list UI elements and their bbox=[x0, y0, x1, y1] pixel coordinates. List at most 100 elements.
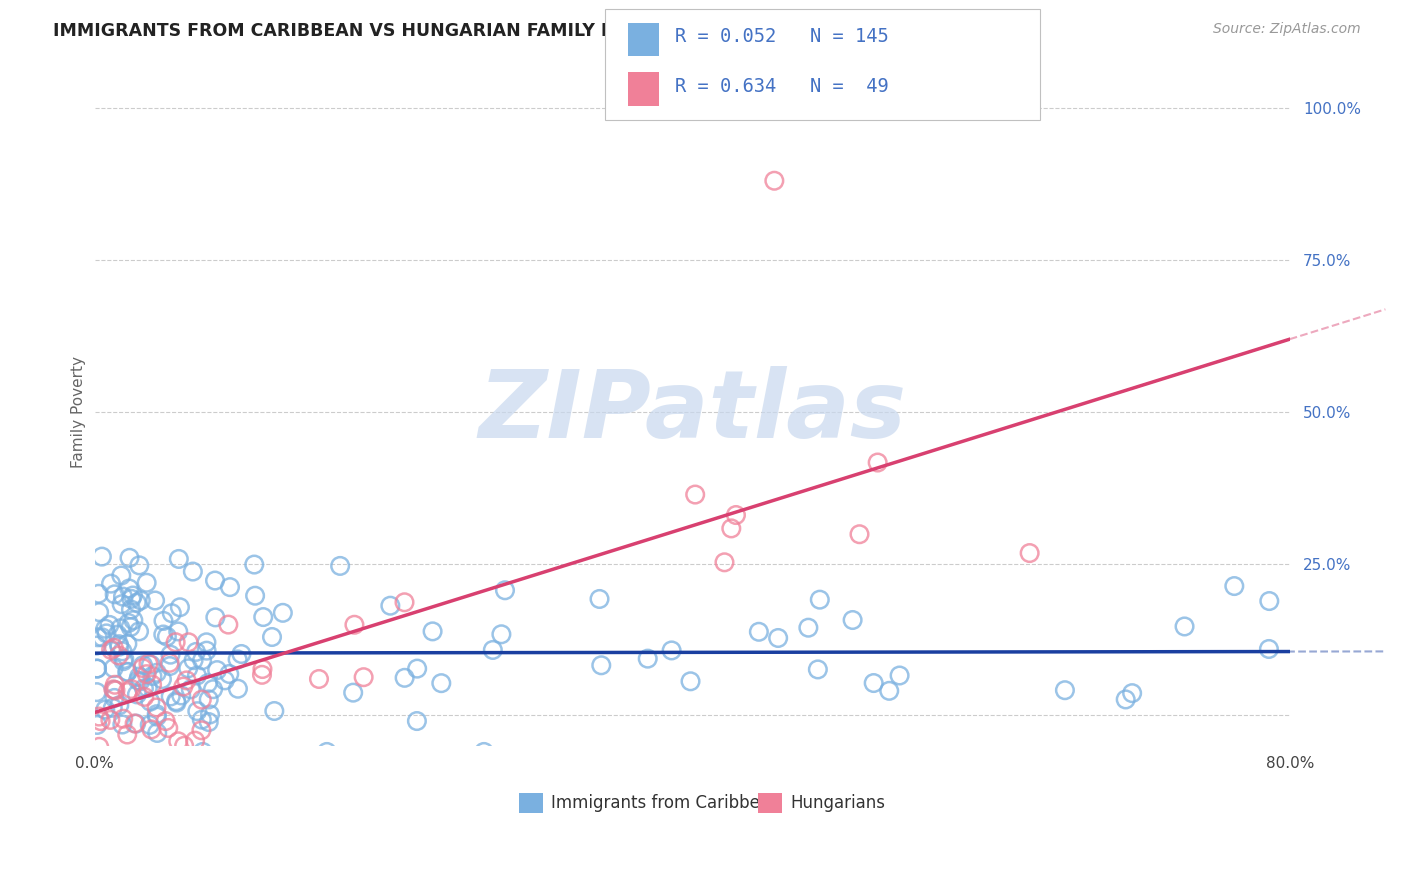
Point bbox=[173, 739, 195, 753]
Point bbox=[637, 651, 659, 665]
Point bbox=[197, 692, 219, 706]
Point bbox=[186, 668, 208, 682]
Point bbox=[156, 630, 179, 644]
Point bbox=[1115, 692, 1137, 706]
Point bbox=[86, 661, 108, 675]
Point bbox=[145, 707, 167, 722]
Point bbox=[120, 681, 142, 696]
Point bbox=[111, 590, 134, 604]
Point bbox=[198, 707, 221, 722]
Point bbox=[1258, 642, 1281, 657]
Point bbox=[122, 613, 145, 627]
Point bbox=[195, 643, 218, 657]
Point bbox=[315, 745, 337, 759]
Point bbox=[380, 599, 402, 613]
Point bbox=[107, 628, 129, 642]
Point bbox=[167, 624, 190, 639]
Point bbox=[128, 624, 150, 639]
Point bbox=[177, 661, 200, 675]
Point bbox=[100, 643, 122, 657]
Point bbox=[217, 617, 239, 632]
Point bbox=[1053, 683, 1076, 698]
Point bbox=[89, 739, 111, 754]
Point bbox=[406, 662, 429, 676]
Point bbox=[155, 714, 177, 728]
Point bbox=[219, 580, 242, 594]
Point bbox=[183, 653, 205, 667]
Point bbox=[143, 593, 166, 607]
Text: Immigrants from Caribbean: Immigrants from Caribbean bbox=[551, 794, 780, 812]
Point bbox=[190, 723, 212, 738]
Point bbox=[86, 718, 108, 732]
Point bbox=[110, 621, 132, 635]
Point bbox=[720, 521, 742, 535]
Text: IMMIGRANTS FROM CARIBBEAN VS HUNGARIAN FAMILY POVERTY CORRELATION CHART: IMMIGRANTS FROM CARIBBEAN VS HUNGARIAN F… bbox=[53, 22, 905, 40]
Point bbox=[866, 456, 889, 470]
Point bbox=[111, 644, 134, 658]
Y-axis label: Family Poverty: Family Poverty bbox=[72, 356, 86, 467]
Point bbox=[118, 550, 141, 565]
Point bbox=[1121, 686, 1143, 700]
Point bbox=[103, 640, 125, 655]
Point bbox=[184, 733, 207, 747]
Point bbox=[107, 648, 129, 663]
Point bbox=[191, 653, 214, 667]
Point bbox=[135, 667, 157, 681]
Text: R = 0.634   N =  49: R = 0.634 N = 49 bbox=[675, 77, 889, 95]
Point bbox=[89, 605, 111, 619]
Point bbox=[204, 610, 226, 624]
Point bbox=[394, 595, 416, 609]
Text: Hungarians: Hungarians bbox=[790, 794, 886, 812]
Point bbox=[117, 685, 139, 699]
Point bbox=[202, 682, 225, 697]
Point bbox=[117, 615, 139, 630]
Point bbox=[482, 643, 505, 657]
Point bbox=[86, 630, 108, 644]
Point bbox=[170, 689, 193, 703]
Point bbox=[131, 661, 153, 675]
Text: R = 0.052   N = 145: R = 0.052 N = 145 bbox=[675, 28, 889, 46]
Point bbox=[343, 617, 366, 632]
Point bbox=[101, 701, 124, 715]
Point bbox=[118, 582, 141, 596]
Point bbox=[103, 661, 125, 675]
Point bbox=[141, 669, 163, 683]
Point bbox=[122, 589, 145, 603]
Point bbox=[112, 652, 135, 666]
Point bbox=[186, 704, 208, 718]
Point bbox=[191, 692, 214, 706]
Point bbox=[117, 665, 139, 679]
Point bbox=[406, 714, 429, 728]
Point bbox=[394, 671, 416, 685]
Point bbox=[231, 647, 253, 661]
Point bbox=[108, 637, 131, 651]
Point bbox=[683, 487, 706, 501]
FancyBboxPatch shape bbox=[758, 793, 782, 813]
Point bbox=[104, 678, 127, 692]
Point bbox=[120, 602, 142, 616]
Point bbox=[146, 665, 169, 680]
Point bbox=[848, 527, 870, 541]
Point bbox=[1173, 619, 1195, 633]
Point bbox=[146, 726, 169, 740]
Point bbox=[86, 639, 108, 653]
Point bbox=[766, 631, 789, 645]
Point bbox=[103, 690, 125, 705]
Point bbox=[724, 508, 747, 522]
Point bbox=[661, 643, 683, 657]
Point bbox=[713, 555, 735, 569]
Point bbox=[243, 589, 266, 603]
Point bbox=[176, 673, 198, 688]
Point bbox=[98, 713, 121, 727]
Point bbox=[166, 696, 188, 710]
Point bbox=[108, 640, 131, 654]
Point bbox=[184, 645, 207, 659]
Point bbox=[491, 627, 513, 641]
Point bbox=[127, 673, 149, 688]
Point bbox=[252, 662, 274, 676]
Point bbox=[329, 558, 352, 573]
Point bbox=[128, 670, 150, 684]
Point bbox=[146, 709, 169, 723]
Point bbox=[172, 680, 194, 694]
Point bbox=[180, 682, 202, 697]
